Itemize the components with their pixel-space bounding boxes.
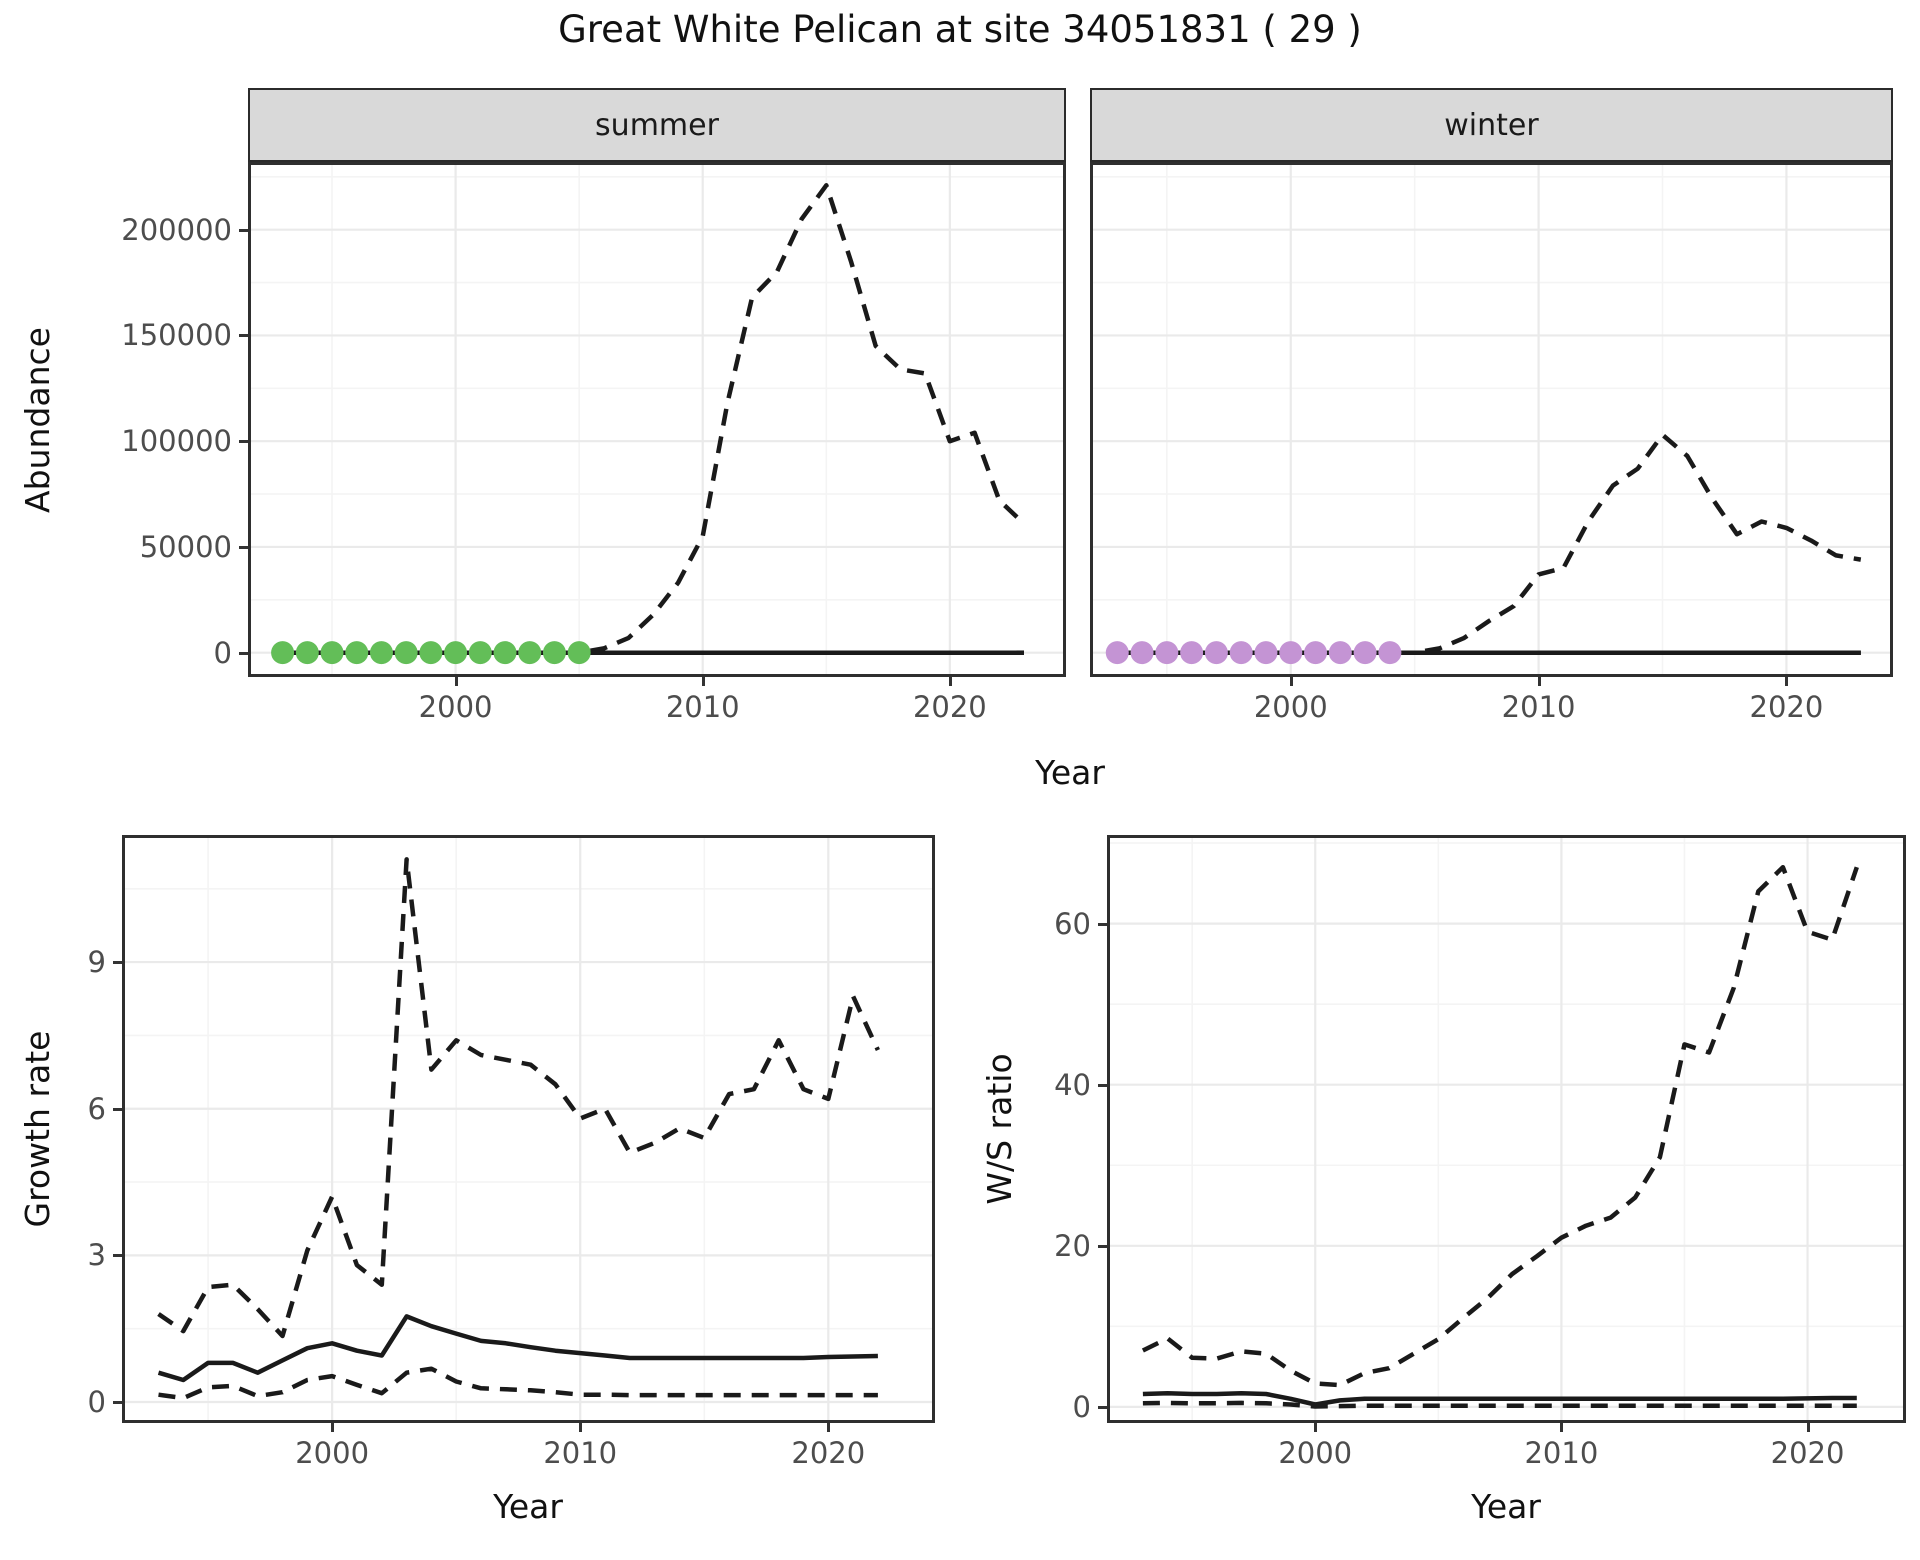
abundance-winter-observed-point: [1353, 641, 1377, 665]
y-tick-label: 3: [87, 1238, 106, 1273]
x-tick-label: 2010: [543, 1436, 618, 1470]
abundance-winter-observed-point: [1328, 641, 1352, 665]
x-tick-mark: [1560, 1423, 1564, 1432]
y-tick-mark: [239, 651, 248, 655]
facet-strip-winter-label: winter: [1444, 107, 1539, 143]
y-tick-mark: [239, 545, 248, 549]
panel-abundance-summer: [248, 162, 1066, 677]
y-tick-mark: [113, 961, 122, 965]
abundance-summer-observed-point: [295, 641, 319, 665]
abundance-summer-observed-point: [271, 641, 295, 665]
y-tick-mark: [239, 228, 248, 232]
figure-title: Great White Pelican at site 34051831 ( 2…: [558, 8, 1362, 51]
abundance-winter-observed-point: [1180, 641, 1204, 665]
x-axis-title-year-growth: Year: [493, 1487, 563, 1526]
growth-rate-upper-ci-line: [157, 857, 880, 1339]
y-tick-label: 60: [1054, 906, 1091, 941]
x-tick-mark: [1806, 1423, 1810, 1432]
ws-ratio-fitted-median-line: [1142, 1390, 1857, 1407]
abundance-summer-observed-point: [419, 641, 443, 665]
x-tick-label: 2010: [1501, 690, 1576, 724]
x-tick-label: 2010: [665, 690, 740, 724]
growth-rate-lower-ci-line: [158, 1366, 878, 1401]
abundance-winter-observed-point: [1204, 641, 1228, 665]
y-tick-label: 40: [1054, 1067, 1091, 1102]
abundance-summer-observed-point: [468, 641, 492, 665]
x-tick-label: 2000: [1253, 690, 1328, 724]
abundance-summer-observed-point: [444, 641, 468, 665]
x-tick-label: 2000: [418, 690, 493, 724]
abundance-summer-observed-point: [369, 641, 393, 665]
y-axis-title-ws-ratio: W/S ratio: [980, 1053, 1019, 1205]
ws-ratio-upper-ci-line: [1141, 864, 1859, 1388]
abundance-winter-observed-point: [1130, 641, 1154, 665]
y-tick-mark: [113, 1107, 122, 1111]
y-tick-label: 150000: [121, 318, 232, 353]
y-tick-mark: [1098, 1244, 1107, 1248]
panel-growth-rate: [122, 835, 935, 1423]
x-tick-mark: [331, 1423, 335, 1432]
facet-strip-summer: summer: [248, 88, 1066, 162]
y-tick-label: 0: [213, 635, 232, 670]
y-tick-mark: [239, 334, 248, 338]
abundance-summer-observed-point: [345, 641, 369, 665]
y-tick-mark: [113, 1400, 122, 1404]
facet-strip-winter: winter: [1090, 88, 1893, 162]
abundance-winter-observed-point: [1155, 641, 1179, 665]
x-tick-label: 2020: [912, 690, 987, 724]
y-tick-mark: [1098, 1083, 1107, 1087]
abundance-winter-observed-point: [1378, 641, 1402, 665]
panel-ws-ratio: [1107, 835, 1906, 1423]
x-tick-label: 2000: [1278, 1436, 1353, 1470]
y-tick-label: 0: [1072, 1389, 1091, 1424]
x-tick-mark: [948, 677, 952, 686]
y-tick-label: 9: [87, 945, 106, 980]
abundance-summer-observed-point: [493, 641, 517, 665]
abundance-summer-observed-point: [394, 641, 418, 665]
y-tick-mark: [1098, 922, 1107, 926]
y-tick-label: 100000: [121, 424, 232, 459]
y-tick-label: 200000: [121, 212, 232, 247]
abundance-summer-observed-point: [518, 641, 542, 665]
facet-strip-summer-label: summer: [595, 107, 719, 143]
abundance-summer-observed-point: [542, 641, 566, 665]
abundance-winter-observed-point: [1279, 641, 1303, 665]
x-tick-mark: [1314, 1423, 1318, 1432]
abundance-summer-observed-point: [320, 641, 344, 665]
x-tick-label: 2020: [1749, 690, 1824, 724]
growth-rate-fitted-median-line: [157, 1314, 878, 1383]
abundance-winter-observed-point: [1105, 641, 1129, 665]
x-tick-mark: [1785, 677, 1789, 686]
x-axis-title-year-ws: Year: [1471, 1487, 1541, 1526]
x-tick-label: 2020: [791, 1436, 866, 1470]
panel-abundance-winter: [1090, 162, 1893, 677]
x-axis-title-year-top: Year: [1035, 753, 1105, 792]
x-tick-mark: [1289, 677, 1293, 686]
abundance-winter-observed-point: [1229, 641, 1253, 665]
x-tick-label: 2020: [1770, 1436, 1845, 1470]
x-tick-mark: [1537, 677, 1541, 686]
y-tick-label: 6: [87, 1091, 106, 1126]
ws-ratio-lower-ci-line: [1142, 1400, 1857, 1409]
x-tick-label: 2010: [1524, 1436, 1599, 1470]
y-tick-label: 20: [1054, 1228, 1091, 1263]
y-tick-label: 0: [87, 1384, 106, 1419]
x-tick-label: 2000: [295, 1436, 370, 1470]
x-tick-mark: [827, 1423, 831, 1432]
abundance-summer-observed-point: [567, 641, 591, 665]
abundance-winter-observed-point: [1254, 641, 1278, 665]
x-tick-mark: [579, 1423, 583, 1432]
y-axis-title-abundance: Abundance: [18, 327, 57, 513]
y-tick-mark: [239, 440, 248, 444]
y-tick-mark: [113, 1254, 122, 1258]
y-tick-label: 50000: [139, 529, 232, 564]
y-tick-mark: [1098, 1405, 1107, 1409]
abundance-winter-observed-point: [1304, 641, 1328, 665]
x-tick-mark: [701, 677, 705, 686]
x-tick-mark: [454, 677, 458, 686]
